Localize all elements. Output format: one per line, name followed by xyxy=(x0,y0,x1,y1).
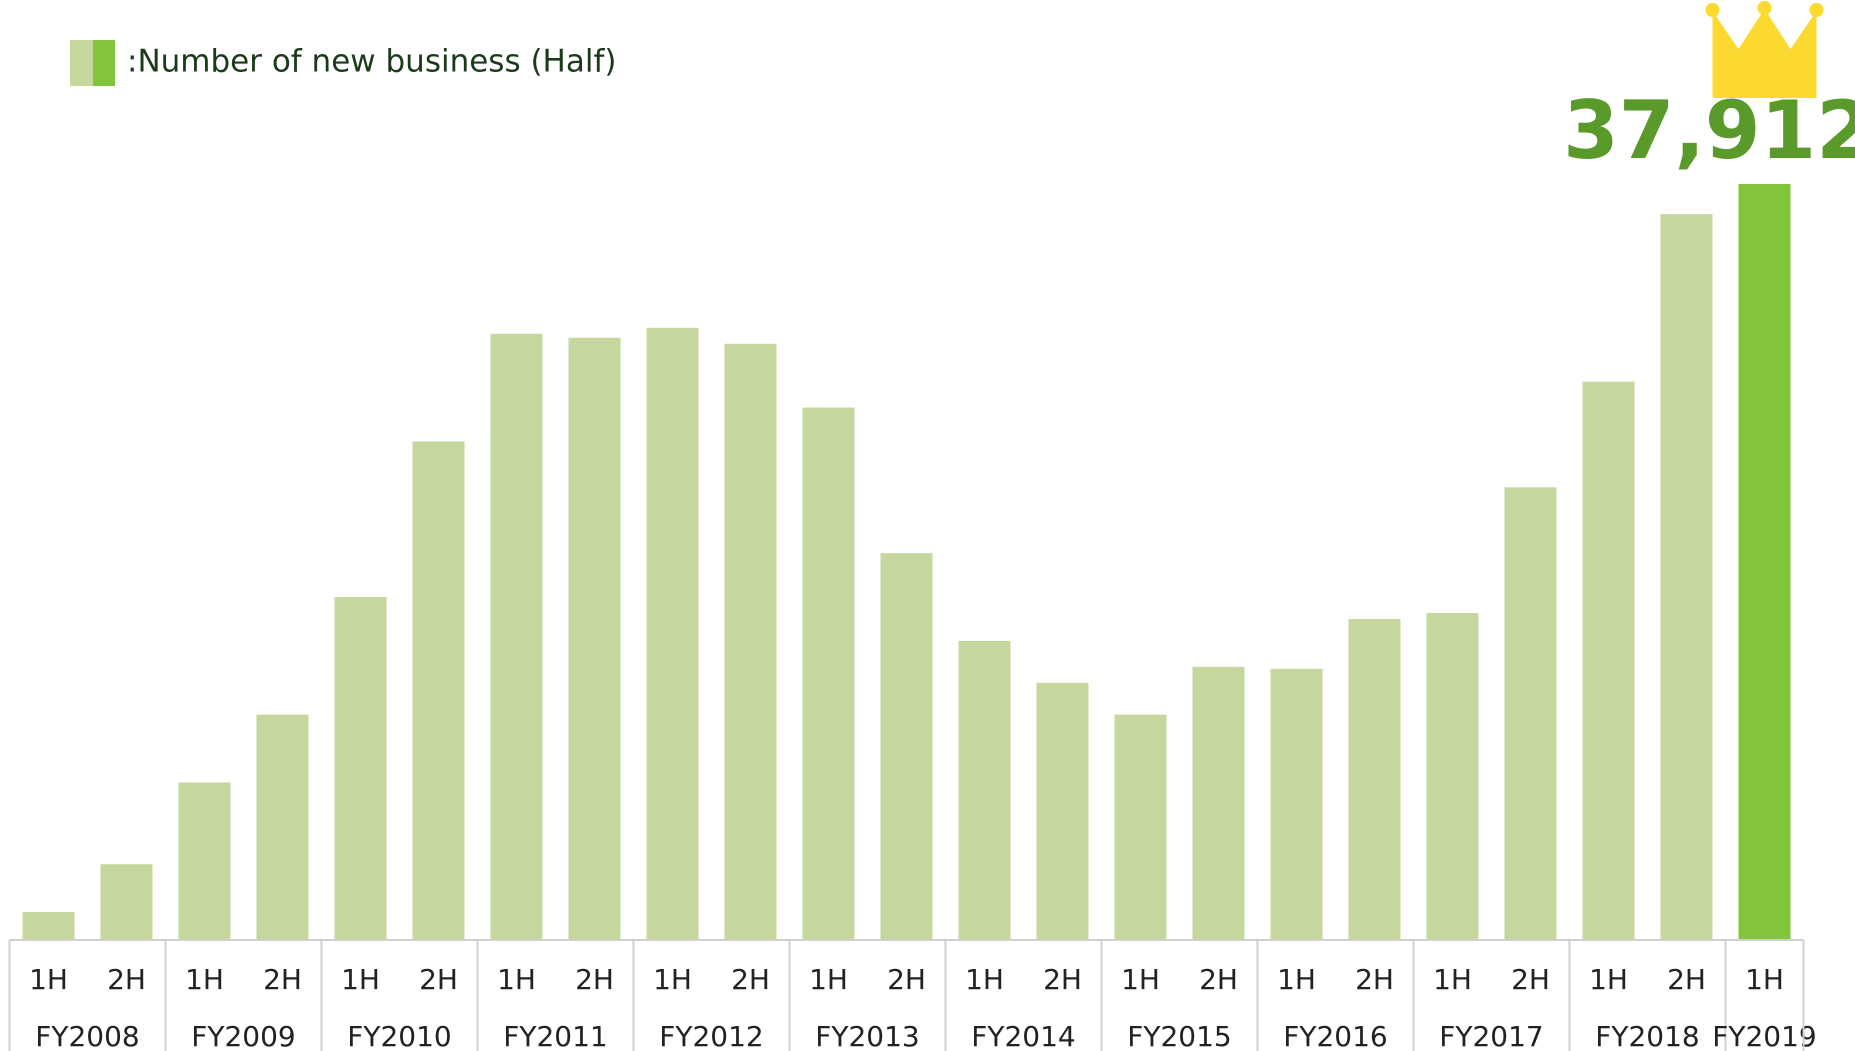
group-label: FY2011 xyxy=(503,1020,607,1051)
half-label: 1H xyxy=(341,963,380,996)
bar xyxy=(1582,381,1635,940)
half-label: 2H xyxy=(1511,963,1550,996)
half-label: 2H xyxy=(1199,963,1238,996)
bar xyxy=(1426,612,1479,940)
half-label: 2H xyxy=(1355,963,1394,996)
bar xyxy=(1660,214,1713,941)
bar xyxy=(802,407,855,941)
bar xyxy=(568,337,621,941)
half-label: 2H xyxy=(887,963,926,996)
bar xyxy=(22,912,75,940)
half-label: 1H xyxy=(809,963,848,996)
bar xyxy=(958,640,1011,940)
group-label: FY2010 xyxy=(347,1020,451,1051)
half-label: 1H xyxy=(1433,963,1472,996)
crown xyxy=(1712,9,1817,98)
group-label: FY2017 xyxy=(1439,1020,1543,1051)
half-label: 1H xyxy=(1745,963,1784,996)
group-label: FY2014 xyxy=(971,1020,1075,1051)
legend-swatch-light xyxy=(70,40,93,86)
group-label: FY2019 xyxy=(1712,1020,1816,1051)
bar xyxy=(1348,618,1401,940)
half-label: 1H xyxy=(1589,963,1628,996)
group-label: FY2016 xyxy=(1283,1020,1387,1051)
half-label: 1H xyxy=(1121,963,1160,996)
bar xyxy=(1270,668,1323,940)
half-label: 2H xyxy=(575,963,614,996)
bar xyxy=(1192,666,1245,940)
half-label: 2H xyxy=(1043,963,1082,996)
bar xyxy=(178,782,231,940)
half-label: 2H xyxy=(419,963,458,996)
bar xyxy=(1036,682,1089,940)
half-label: 1H xyxy=(1277,963,1316,996)
bar xyxy=(100,864,153,940)
group-label: FY2018 xyxy=(1595,1020,1699,1051)
half-label: 2H xyxy=(107,963,146,996)
bar xyxy=(724,343,777,941)
half-label: 1H xyxy=(965,963,1004,996)
bar xyxy=(412,441,465,940)
legend-label: :Number of new business (Half) xyxy=(127,44,616,80)
group-label: FY2012 xyxy=(659,1020,763,1051)
bar xyxy=(646,327,699,941)
half-label: 1H xyxy=(497,963,536,996)
bar xyxy=(256,714,309,940)
bar xyxy=(490,333,543,941)
half-label: 1H xyxy=(653,963,692,996)
half-label: 2H xyxy=(1667,963,1706,996)
group-label: FY2009 xyxy=(191,1020,295,1051)
bar xyxy=(1504,487,1557,940)
legend-swatch-dark xyxy=(93,40,115,86)
bar xyxy=(1738,184,1791,940)
value-label: 37,912 xyxy=(1563,84,1855,177)
bar xyxy=(1114,714,1167,940)
group-label: FY2013 xyxy=(815,1020,919,1051)
bar xyxy=(880,553,933,940)
half-label: 1H xyxy=(185,963,224,996)
half-label: 2H xyxy=(263,963,302,996)
half-label: 1H xyxy=(29,963,68,996)
bar xyxy=(334,597,387,940)
crown-jewel xyxy=(1705,3,1720,17)
group-label: FY2015 xyxy=(1127,1020,1231,1051)
crown-jewel xyxy=(1757,1,1772,15)
crown-jewel xyxy=(1809,3,1824,17)
half-label: 2H xyxy=(731,963,770,996)
group-label: FY2008 xyxy=(35,1020,139,1051)
